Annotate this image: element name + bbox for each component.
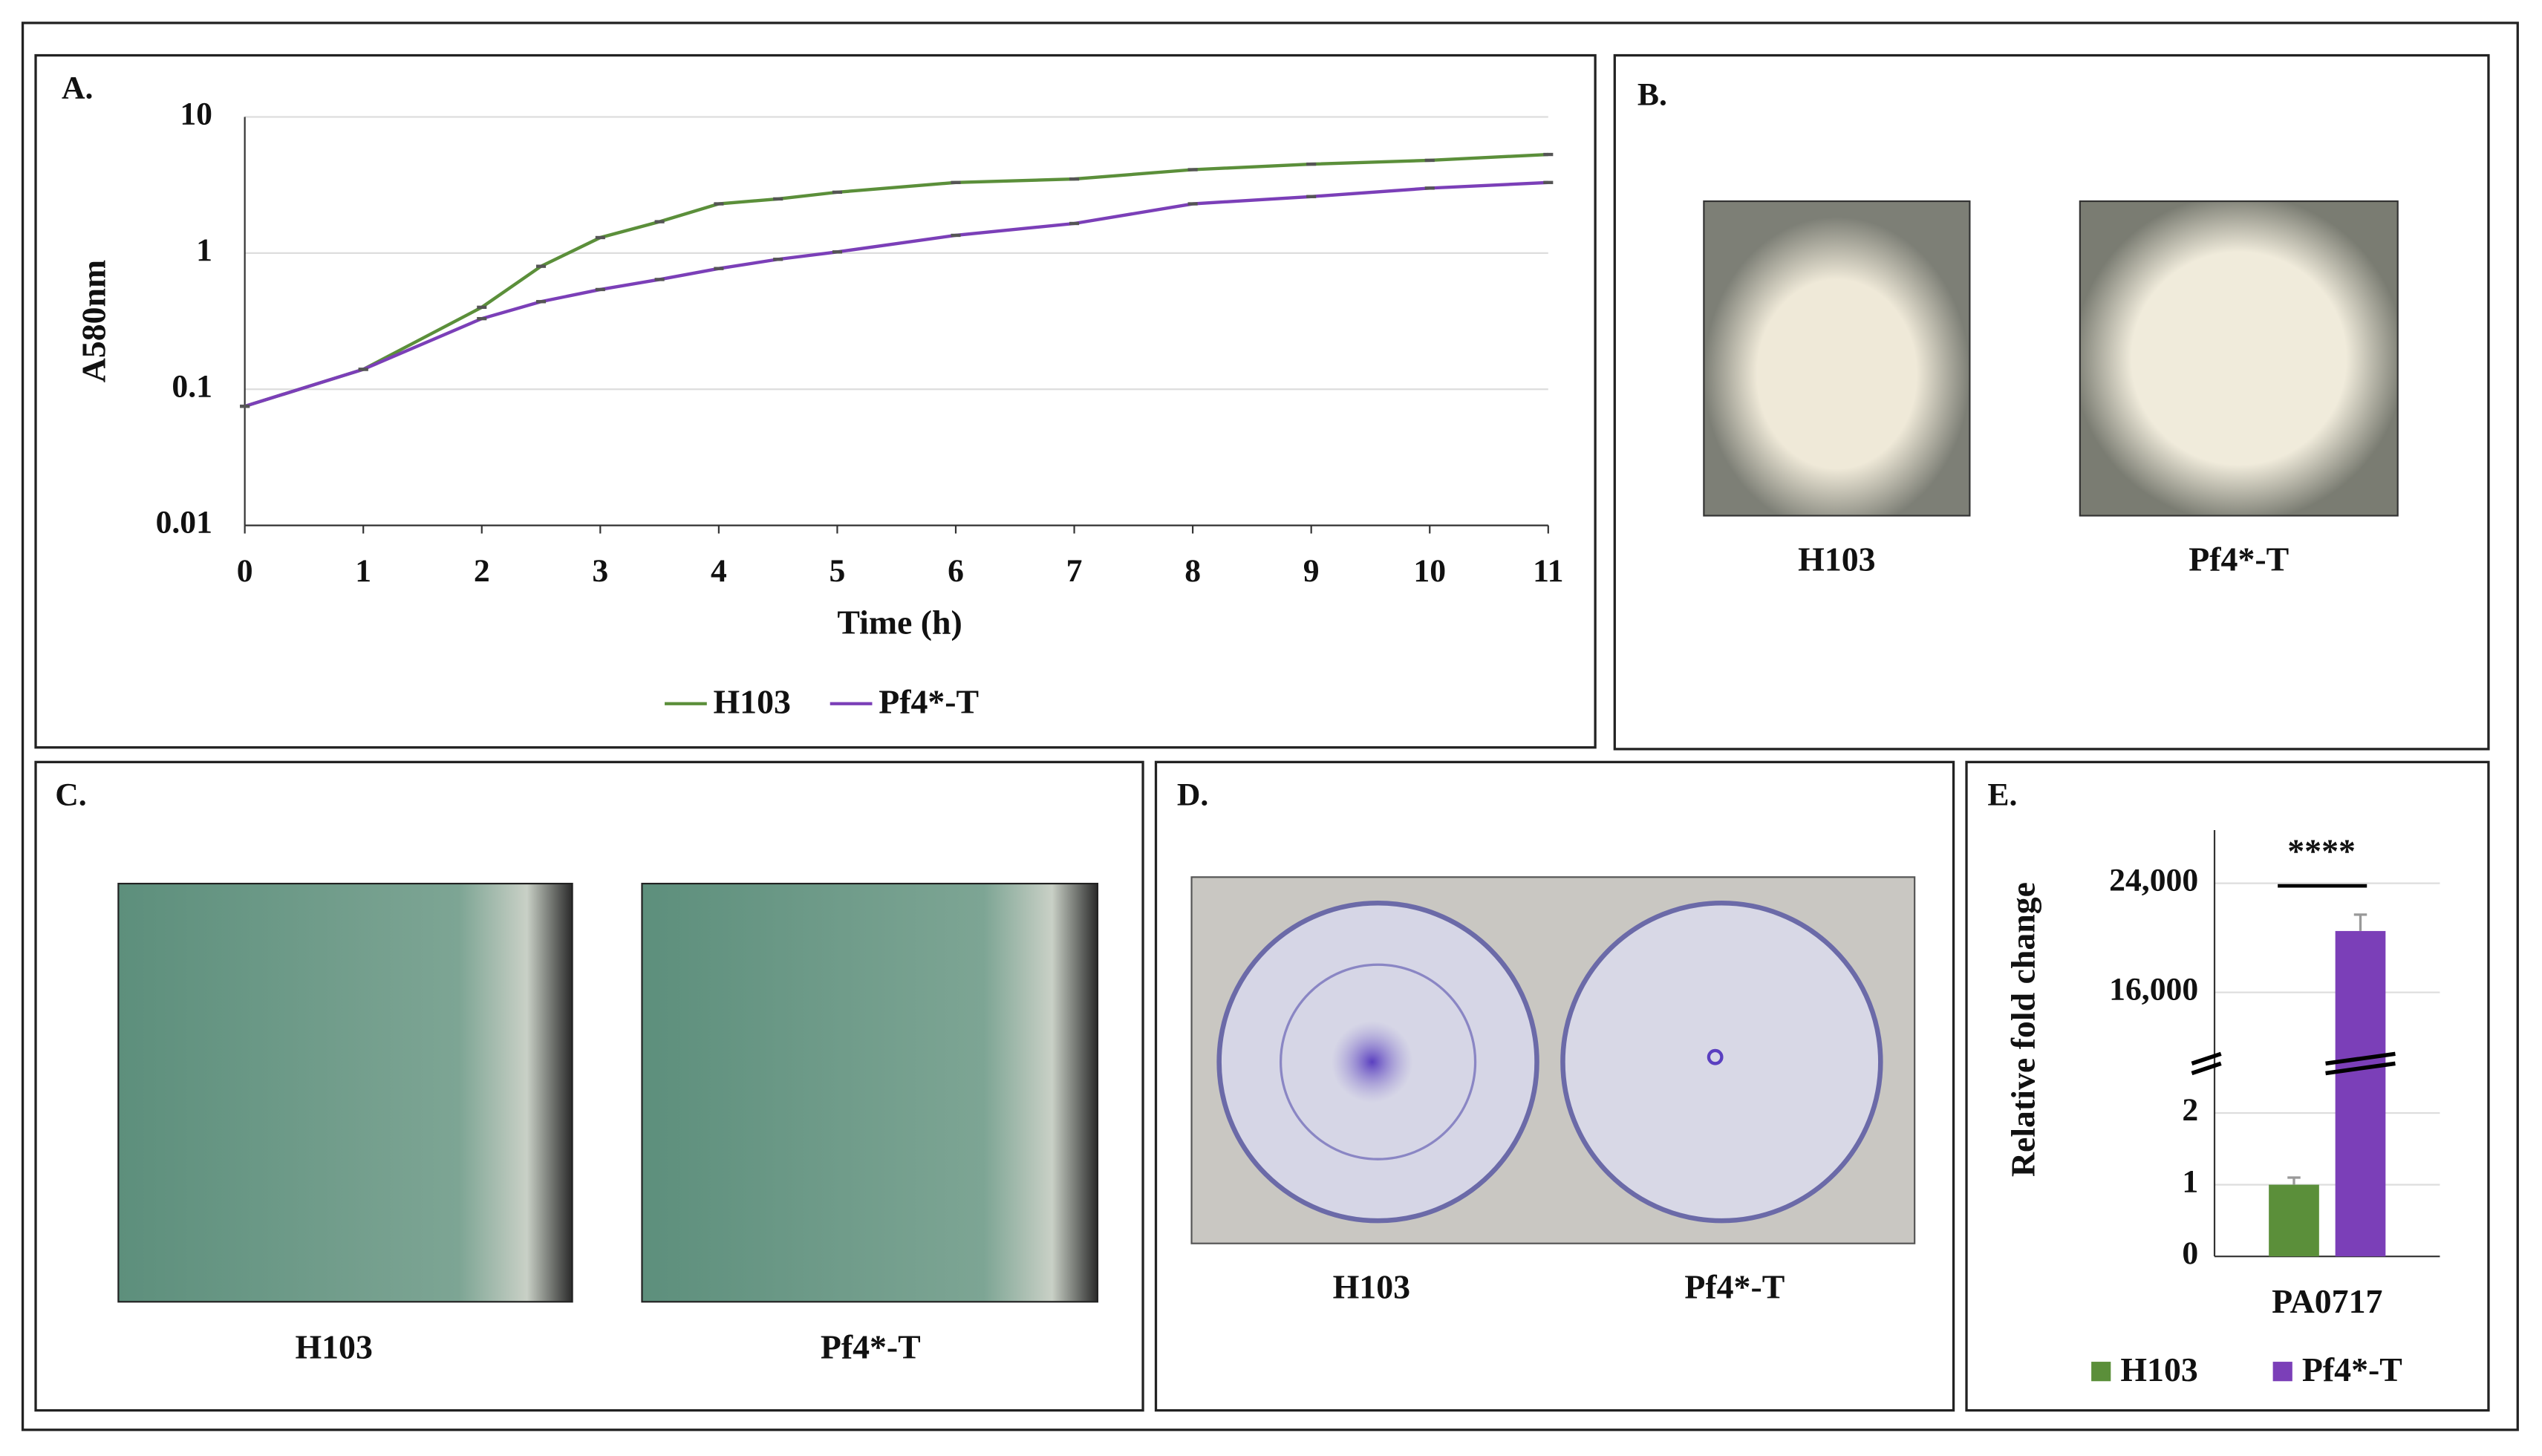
photo-h103-b xyxy=(1703,200,1971,517)
axis-break xyxy=(2191,1051,2222,1076)
caption: H103 xyxy=(1798,540,1875,578)
legend-label: Pf4*-T xyxy=(879,682,979,720)
bar-break xyxy=(2325,1051,2396,1076)
x-tick-label: 3 xyxy=(592,553,608,589)
panel-label: A. xyxy=(62,71,93,106)
error-bar xyxy=(2353,913,2367,931)
x-tick-label: 0 xyxy=(237,553,253,589)
significance: **** xyxy=(2287,832,2356,869)
x-tick-label: 8 xyxy=(1184,553,1201,589)
x-tick-label: 1 xyxy=(355,553,371,589)
x-tick-label: PA0717 xyxy=(2272,1282,2382,1320)
photo-pf4-b xyxy=(2079,200,2399,517)
panel-d-frame xyxy=(1154,760,1955,1412)
legend-label: Pf4*-T xyxy=(2302,1351,2402,1388)
legend-swatch xyxy=(2272,1362,2292,1382)
photo-pf4-c xyxy=(641,882,1099,1303)
legend-label: H103 xyxy=(2120,1351,2197,1388)
panel-c-frame xyxy=(34,760,1144,1412)
x-tick-label: 10 xyxy=(1413,553,1446,589)
panel-label: D. xyxy=(1177,777,1208,812)
y-tick-label: 0.1 xyxy=(172,368,212,404)
y-tick-label: 0.01 xyxy=(156,505,212,541)
caption: Pf4*-T xyxy=(821,1328,921,1365)
y-tick-label: 10 xyxy=(180,97,212,132)
x-tick-label: 5 xyxy=(830,553,846,589)
panel-label: E. xyxy=(1987,777,2017,812)
stain xyxy=(1707,1048,1724,1065)
bar xyxy=(2335,930,2386,1257)
caption: Pf4*-T xyxy=(1684,1268,1785,1306)
y-tick-label: 0 xyxy=(2182,1235,2198,1271)
x-tick-label: 11 xyxy=(1533,553,1563,589)
panel-label: B. xyxy=(1637,76,1667,112)
y-axis-label: A580nm xyxy=(74,260,112,383)
legend-label: H103 xyxy=(714,682,791,720)
bar xyxy=(2269,1184,2319,1257)
panel-e-frame xyxy=(1965,760,2490,1412)
y-tick-label: 16,000 xyxy=(2109,972,2198,1008)
error-bar xyxy=(2287,1176,2301,1185)
legend-swatch xyxy=(2091,1362,2111,1382)
y-axis-label: Relative fold change xyxy=(2004,882,2041,1177)
y-tick-label: 1 xyxy=(2182,1164,2198,1200)
x-tick-label: 7 xyxy=(1066,553,1083,589)
x-tick-label: 4 xyxy=(711,553,727,589)
x-tick-label: 6 xyxy=(948,553,964,589)
y-tick-label: 24,000 xyxy=(2109,863,2198,898)
y-tick-label: 1 xyxy=(196,232,212,268)
caption: H103 xyxy=(296,1328,373,1365)
panel-label: C. xyxy=(55,777,86,812)
dish-ring xyxy=(1279,963,1477,1160)
x-axis-label: Time (h) xyxy=(837,603,962,641)
y-tick-label: 2 xyxy=(2182,1092,2198,1128)
caption: H103 xyxy=(1333,1268,1410,1306)
panel-b-frame xyxy=(1613,53,2490,751)
photo-h103-c xyxy=(117,882,573,1303)
panel-a-frame xyxy=(34,53,1597,749)
x-tick-label: 2 xyxy=(474,553,490,589)
outer-frame xyxy=(21,22,2519,1431)
stain xyxy=(1319,1003,1437,1120)
x-tick-label: 9 xyxy=(1303,553,1320,589)
caption: Pf4*-T xyxy=(2189,540,2289,578)
